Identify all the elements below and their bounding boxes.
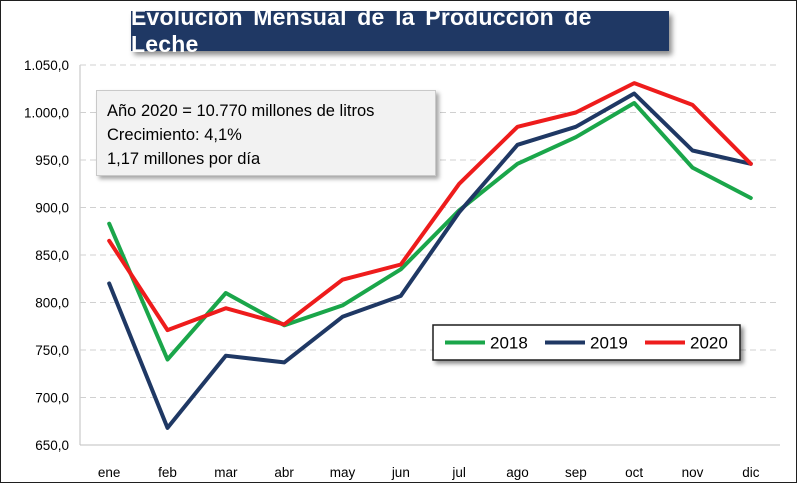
x-tick-label: nov (682, 465, 704, 480)
x-tick-label: ene (98, 465, 121, 480)
x-tick-label: may (330, 465, 356, 480)
legend: 2018 2019 2020 (432, 324, 741, 361)
y-tick-label: 850,0 (35, 248, 69, 263)
x-axis-ticks: ene feb mar abr may jun jul ago sep oct nov dic (98, 465, 760, 480)
x-tick-label: jul (451, 465, 466, 480)
x-tick-label: dic (742, 465, 760, 480)
annotation-growth: Crecimiento: 4,1% (107, 126, 242, 144)
y-tick-label: 650,0 (35, 438, 69, 453)
annotation-daily: 1,17 millones por día (107, 150, 261, 168)
y-tick-label: 800,0 (35, 296, 69, 311)
x-tick-label: oct (625, 465, 643, 480)
x-tick-label: ago (506, 465, 529, 480)
x-tick-label: sep (565, 465, 587, 480)
y-axis-ticks: 650,0 700,0 750,0 800,0 850,0 900,0 950,0 1.000… (24, 58, 69, 453)
x-tick-label: feb (158, 465, 177, 480)
y-tick-label: 700,0 (35, 391, 69, 406)
x-tick-label: abr (274, 465, 294, 480)
legend-label-2018: 2018 (490, 334, 528, 353)
chart-title: Evolución Mensual de la Producción de Le… (131, 4, 592, 57)
series-line-2020 (107, 81, 753, 333)
y-tick-label: 1.050,0 (24, 58, 69, 73)
legend-label-2019: 2019 (590, 334, 628, 353)
x-tick-label: jun (391, 465, 410, 480)
y-tick-label: 750,0 (35, 343, 69, 358)
series-line-2018 (107, 101, 753, 362)
x-tick-label: mar (214, 465, 238, 480)
series-line-2019 (107, 91, 753, 430)
y-tick-label: 950,0 (35, 153, 69, 168)
annotation-total: Año 2020 = 10.770 millones de litros (107, 102, 375, 120)
series-lines (107, 81, 753, 430)
chart-title-box: Evolución Mensual de la Producción de Le… (131, 4, 669, 57)
y-tick-label: 900,0 (35, 201, 69, 216)
legend-label-2020: 2020 (690, 334, 728, 353)
y-tick-label: 1.000,0 (24, 106, 69, 121)
annotation-box: Año 2020 = 10.770 millones de litros Cre… (96, 90, 436, 176)
